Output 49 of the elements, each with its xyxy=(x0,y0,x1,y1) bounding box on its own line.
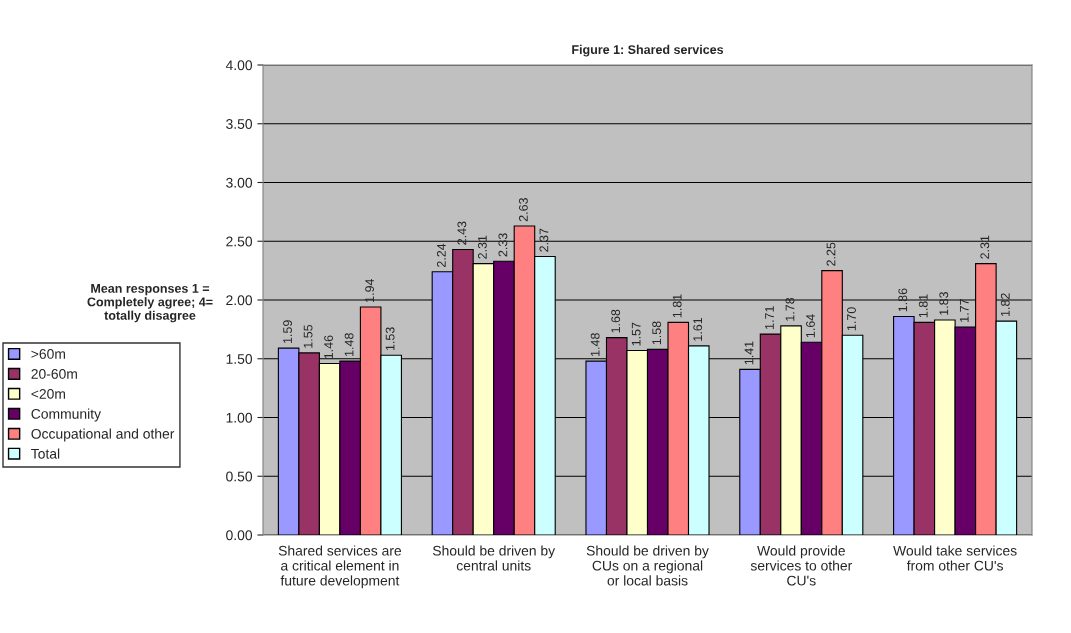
data-label: 1.53 xyxy=(385,327,395,351)
y-tick-label: 0.50 xyxy=(226,471,253,482)
data-label: 2.31 xyxy=(980,235,990,259)
x-tick-label: Would take services from other CU's xyxy=(893,545,1017,571)
data-label: 1.48 xyxy=(590,333,600,356)
legend-label: <20m xyxy=(31,388,65,399)
y-tick-label: 3.50 xyxy=(226,119,253,129)
chart-title: Figure 1: Shared services xyxy=(572,44,724,57)
data-label: 2.31 xyxy=(477,235,487,259)
data-label: 2.37 xyxy=(539,228,549,252)
data-label: 1.70 xyxy=(847,307,856,331)
data-label: 1.81 xyxy=(672,294,682,318)
data-label: 1.68 xyxy=(611,309,621,333)
legend-label: >60m xyxy=(31,349,65,359)
x-tick-label: Would provide services to other CU's xyxy=(750,545,853,586)
data-label: 1.81 xyxy=(918,294,928,318)
y-tick-label: 0.00 xyxy=(226,530,253,541)
data-label: 1.46 xyxy=(324,335,333,359)
data-label: 1.58 xyxy=(652,321,662,345)
legend-label: Occupational and other xyxy=(31,428,175,442)
data-label: 2.25 xyxy=(826,242,836,266)
data-label: 1.48 xyxy=(344,333,354,356)
data-label: 1.82 xyxy=(1000,293,1010,317)
y-tick-label: 2.00 xyxy=(226,295,253,306)
data-label: 1.64 xyxy=(806,314,815,338)
legend-label: Community xyxy=(31,408,101,422)
legend-label: Total xyxy=(31,448,60,459)
data-label: 1.41 xyxy=(744,341,754,365)
data-label: 2.33 xyxy=(498,233,508,257)
y-tick-label: 3.00 xyxy=(226,177,253,188)
y-tick-label: 2.50 xyxy=(226,236,253,247)
y-tick-label: 1.50 xyxy=(226,354,253,364)
data-label: 1.61 xyxy=(693,317,703,341)
data-label: 1.83 xyxy=(939,292,949,315)
x-tick-label: Shared services are a critical element in future development xyxy=(278,545,402,589)
data-label: 1.71 xyxy=(765,306,774,329)
legend-label: 20-60m xyxy=(31,369,77,379)
x-tick-label: Should be driven by CUs on a regional or local basis xyxy=(586,545,709,586)
data-label: 2.24 xyxy=(436,243,446,267)
data-label: 1.55 xyxy=(303,324,313,348)
data-label: 1.86 xyxy=(898,288,908,312)
x-tick-label: Should be driven by central units xyxy=(432,545,556,571)
data-label: 2.63 xyxy=(518,198,528,222)
y-tick-label: 4.00 xyxy=(225,60,253,71)
data-label: 1.57 xyxy=(631,322,641,346)
data-label: 1.59 xyxy=(283,320,292,344)
data-label: 2.43 xyxy=(457,221,467,245)
y-axis-title: Mean responses 1 = Completely agree; 4= totally disagree xyxy=(87,284,213,323)
y-tick-label: 1.00 xyxy=(226,412,253,423)
